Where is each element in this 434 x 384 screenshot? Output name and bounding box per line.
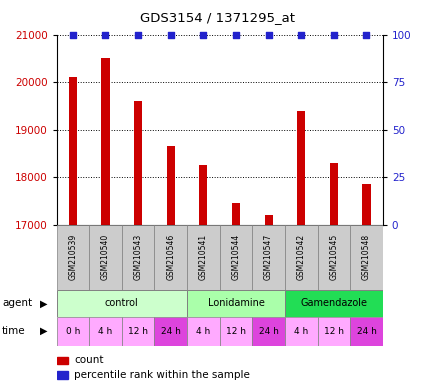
Bar (187, 290, 284, 317)
Text: GSM210541: GSM210541 (198, 234, 207, 280)
Bar (134, 101, 142, 384)
Text: 24 h: 24 h (258, 327, 278, 336)
Bar (69, 77, 77, 384)
Text: GSM210540: GSM210540 (101, 234, 110, 280)
Text: Gamendazole: Gamendazole (299, 298, 367, 308)
Bar (349, 317, 382, 346)
Text: 24 h: 24 h (356, 327, 375, 336)
Point (102, 31, 108, 38)
Bar (252, 225, 284, 290)
Point (362, 31, 369, 38)
Bar (154, 225, 187, 290)
Text: 4 h: 4 h (98, 327, 112, 336)
Text: GSM210548: GSM210548 (361, 234, 370, 280)
Point (135, 31, 141, 38)
Bar (122, 225, 154, 290)
Bar (187, 317, 219, 346)
Bar (252, 317, 284, 346)
Bar (219, 317, 252, 346)
Point (199, 31, 207, 38)
Text: GSM210545: GSM210545 (329, 234, 338, 280)
Text: 0 h: 0 h (66, 327, 80, 336)
Bar (122, 317, 154, 346)
Text: Lonidamine: Lonidamine (207, 298, 264, 308)
Text: ▶: ▶ (40, 326, 47, 336)
Text: time: time (2, 326, 26, 336)
Text: GSM210546: GSM210546 (166, 234, 175, 280)
Text: GSM210547: GSM210547 (263, 234, 273, 280)
Bar (317, 225, 349, 290)
Bar (317, 317, 349, 346)
Text: GDS3154 / 1371295_at: GDS3154 / 1371295_at (140, 12, 294, 25)
Bar (264, 215, 272, 384)
Bar (199, 165, 207, 384)
Bar (349, 225, 382, 290)
Bar (231, 203, 240, 384)
Bar (284, 290, 382, 317)
Bar (89, 225, 122, 290)
Point (265, 31, 272, 38)
Bar (56, 290, 187, 317)
Text: ▶: ▶ (40, 298, 47, 308)
Bar (56, 357, 68, 364)
Text: percentile rank within the sample: percentile rank within the sample (74, 370, 250, 380)
Point (69, 31, 76, 38)
Bar (56, 371, 68, 379)
Bar (329, 163, 337, 384)
Text: control: control (105, 298, 138, 308)
Text: GSM210543: GSM210543 (133, 234, 142, 280)
Text: GSM210539: GSM210539 (68, 234, 77, 280)
Text: GSM210544: GSM210544 (231, 234, 240, 280)
Bar (101, 58, 109, 384)
Bar (166, 146, 174, 384)
Text: 4 h: 4 h (293, 327, 308, 336)
Bar (284, 225, 317, 290)
Bar (284, 317, 317, 346)
Text: 12 h: 12 h (226, 327, 245, 336)
Point (297, 31, 304, 38)
Bar (56, 317, 89, 346)
Point (330, 31, 337, 38)
Bar (187, 225, 219, 290)
Text: 12 h: 12 h (323, 327, 343, 336)
Bar (89, 317, 122, 346)
Text: GSM210542: GSM210542 (296, 234, 305, 280)
Bar (296, 111, 305, 384)
Bar (56, 225, 89, 290)
Text: 24 h: 24 h (161, 327, 180, 336)
Point (232, 31, 239, 38)
Text: 4 h: 4 h (196, 327, 210, 336)
Bar (154, 317, 187, 346)
Text: agent: agent (2, 298, 32, 308)
Text: count: count (74, 355, 104, 365)
Bar (219, 225, 252, 290)
Point (167, 31, 174, 38)
Text: 12 h: 12 h (128, 327, 148, 336)
Bar (362, 184, 370, 384)
